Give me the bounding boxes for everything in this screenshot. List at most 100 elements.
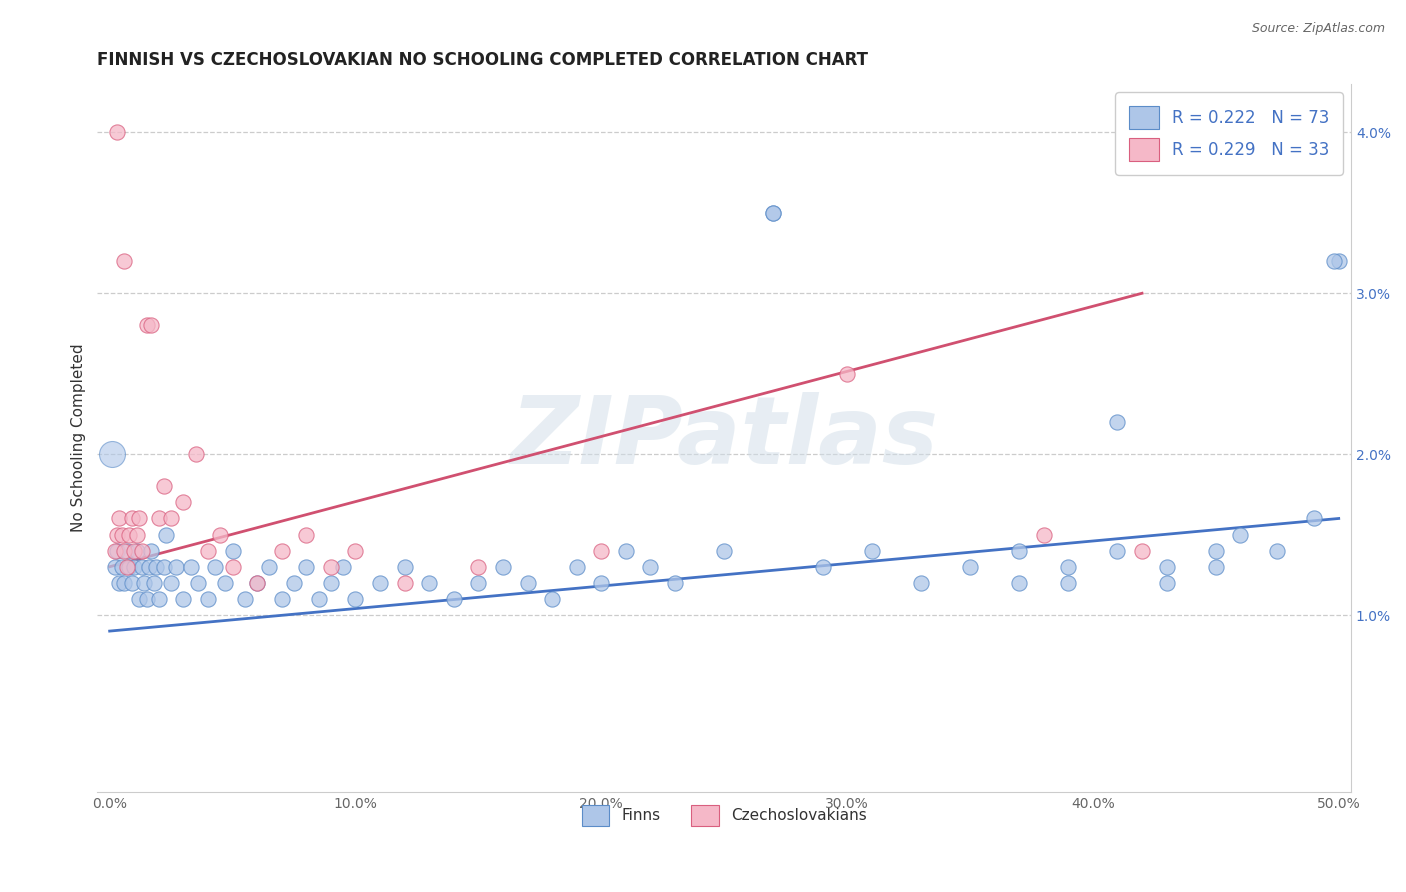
Point bbox=[221, 559, 243, 574]
Point bbox=[295, 527, 318, 541]
Text: ZIPatlas: ZIPatlas bbox=[510, 392, 938, 484]
Point bbox=[1156, 575, 1178, 590]
Point bbox=[1032, 527, 1054, 541]
Point bbox=[155, 527, 177, 541]
Point bbox=[141, 543, 163, 558]
Point bbox=[319, 575, 342, 590]
Point bbox=[344, 543, 367, 558]
Text: FINNISH VS CZECHOSLOVAKIAN NO SCHOOLING COMPLETED CORRELATION CHART: FINNISH VS CZECHOSLOVAKIAN NO SCHOOLING … bbox=[97, 51, 869, 69]
Point bbox=[148, 591, 170, 606]
Text: Source: ZipAtlas.com: Source: ZipAtlas.com bbox=[1251, 22, 1385, 36]
Point bbox=[118, 527, 141, 541]
Point bbox=[516, 575, 538, 590]
Point bbox=[1008, 543, 1031, 558]
Point bbox=[860, 543, 883, 558]
Point bbox=[160, 511, 183, 525]
Point bbox=[1229, 527, 1251, 541]
Point bbox=[959, 559, 981, 574]
Point bbox=[246, 575, 269, 590]
Point bbox=[565, 559, 588, 574]
Point bbox=[108, 511, 131, 525]
Point bbox=[172, 591, 194, 606]
Point bbox=[233, 591, 256, 606]
Point bbox=[131, 559, 153, 574]
Point bbox=[112, 575, 135, 590]
Point bbox=[541, 591, 564, 606]
Point bbox=[344, 591, 367, 606]
Point bbox=[105, 527, 128, 541]
Point bbox=[160, 575, 183, 590]
Point bbox=[197, 591, 219, 606]
Point bbox=[141, 318, 163, 333]
Point bbox=[118, 559, 141, 574]
Point bbox=[112, 254, 135, 268]
Point bbox=[308, 591, 330, 606]
Point bbox=[165, 559, 187, 574]
Point bbox=[135, 318, 157, 333]
Point bbox=[283, 575, 305, 590]
Point bbox=[125, 527, 148, 541]
Point bbox=[1107, 543, 1129, 558]
Point bbox=[115, 543, 138, 558]
Point bbox=[467, 559, 489, 574]
Point bbox=[221, 543, 243, 558]
Point bbox=[138, 559, 160, 574]
Point bbox=[492, 559, 515, 574]
Point bbox=[1205, 559, 1227, 574]
Point bbox=[910, 575, 932, 590]
Point bbox=[187, 575, 209, 590]
Point bbox=[204, 559, 226, 574]
Point bbox=[1323, 254, 1346, 268]
Point bbox=[121, 511, 143, 525]
Point bbox=[214, 575, 236, 590]
Point bbox=[614, 543, 637, 558]
Point bbox=[1057, 575, 1080, 590]
Point bbox=[112, 543, 135, 558]
Point bbox=[1130, 543, 1153, 558]
Point bbox=[394, 559, 416, 574]
Point bbox=[332, 559, 354, 574]
Point bbox=[115, 559, 138, 574]
Legend: Finns, Czechoslovakians: Finns, Czechoslovakians bbox=[574, 797, 875, 834]
Point bbox=[125, 543, 148, 558]
Point bbox=[1156, 559, 1178, 574]
Point bbox=[270, 543, 292, 558]
Point bbox=[103, 559, 125, 574]
Point bbox=[246, 575, 269, 590]
Point bbox=[128, 511, 150, 525]
Point bbox=[259, 559, 281, 574]
Point bbox=[121, 575, 143, 590]
Point bbox=[1327, 254, 1350, 268]
Point bbox=[152, 559, 174, 574]
Point bbox=[145, 559, 167, 574]
Point bbox=[132, 575, 155, 590]
Point bbox=[135, 591, 157, 606]
Point bbox=[1008, 575, 1031, 590]
Point bbox=[101, 447, 124, 461]
Point bbox=[1057, 559, 1080, 574]
Point bbox=[1303, 511, 1326, 525]
Point bbox=[295, 559, 318, 574]
Point bbox=[319, 559, 342, 574]
Point bbox=[467, 575, 489, 590]
Point bbox=[111, 527, 134, 541]
Point bbox=[105, 543, 128, 558]
Point bbox=[835, 367, 858, 381]
Point bbox=[103, 543, 125, 558]
Point bbox=[122, 543, 145, 558]
Point bbox=[209, 527, 232, 541]
Point bbox=[762, 206, 785, 220]
Point bbox=[368, 575, 391, 590]
Point bbox=[131, 543, 153, 558]
Point bbox=[664, 575, 686, 590]
Point bbox=[148, 511, 170, 525]
Point bbox=[394, 575, 416, 590]
Point bbox=[1205, 543, 1227, 558]
Point bbox=[1107, 415, 1129, 429]
Point bbox=[418, 575, 440, 590]
Point bbox=[172, 495, 194, 509]
Point bbox=[591, 575, 613, 590]
Y-axis label: No Schooling Completed: No Schooling Completed bbox=[72, 343, 86, 533]
Point bbox=[1265, 543, 1288, 558]
Point bbox=[105, 125, 128, 139]
